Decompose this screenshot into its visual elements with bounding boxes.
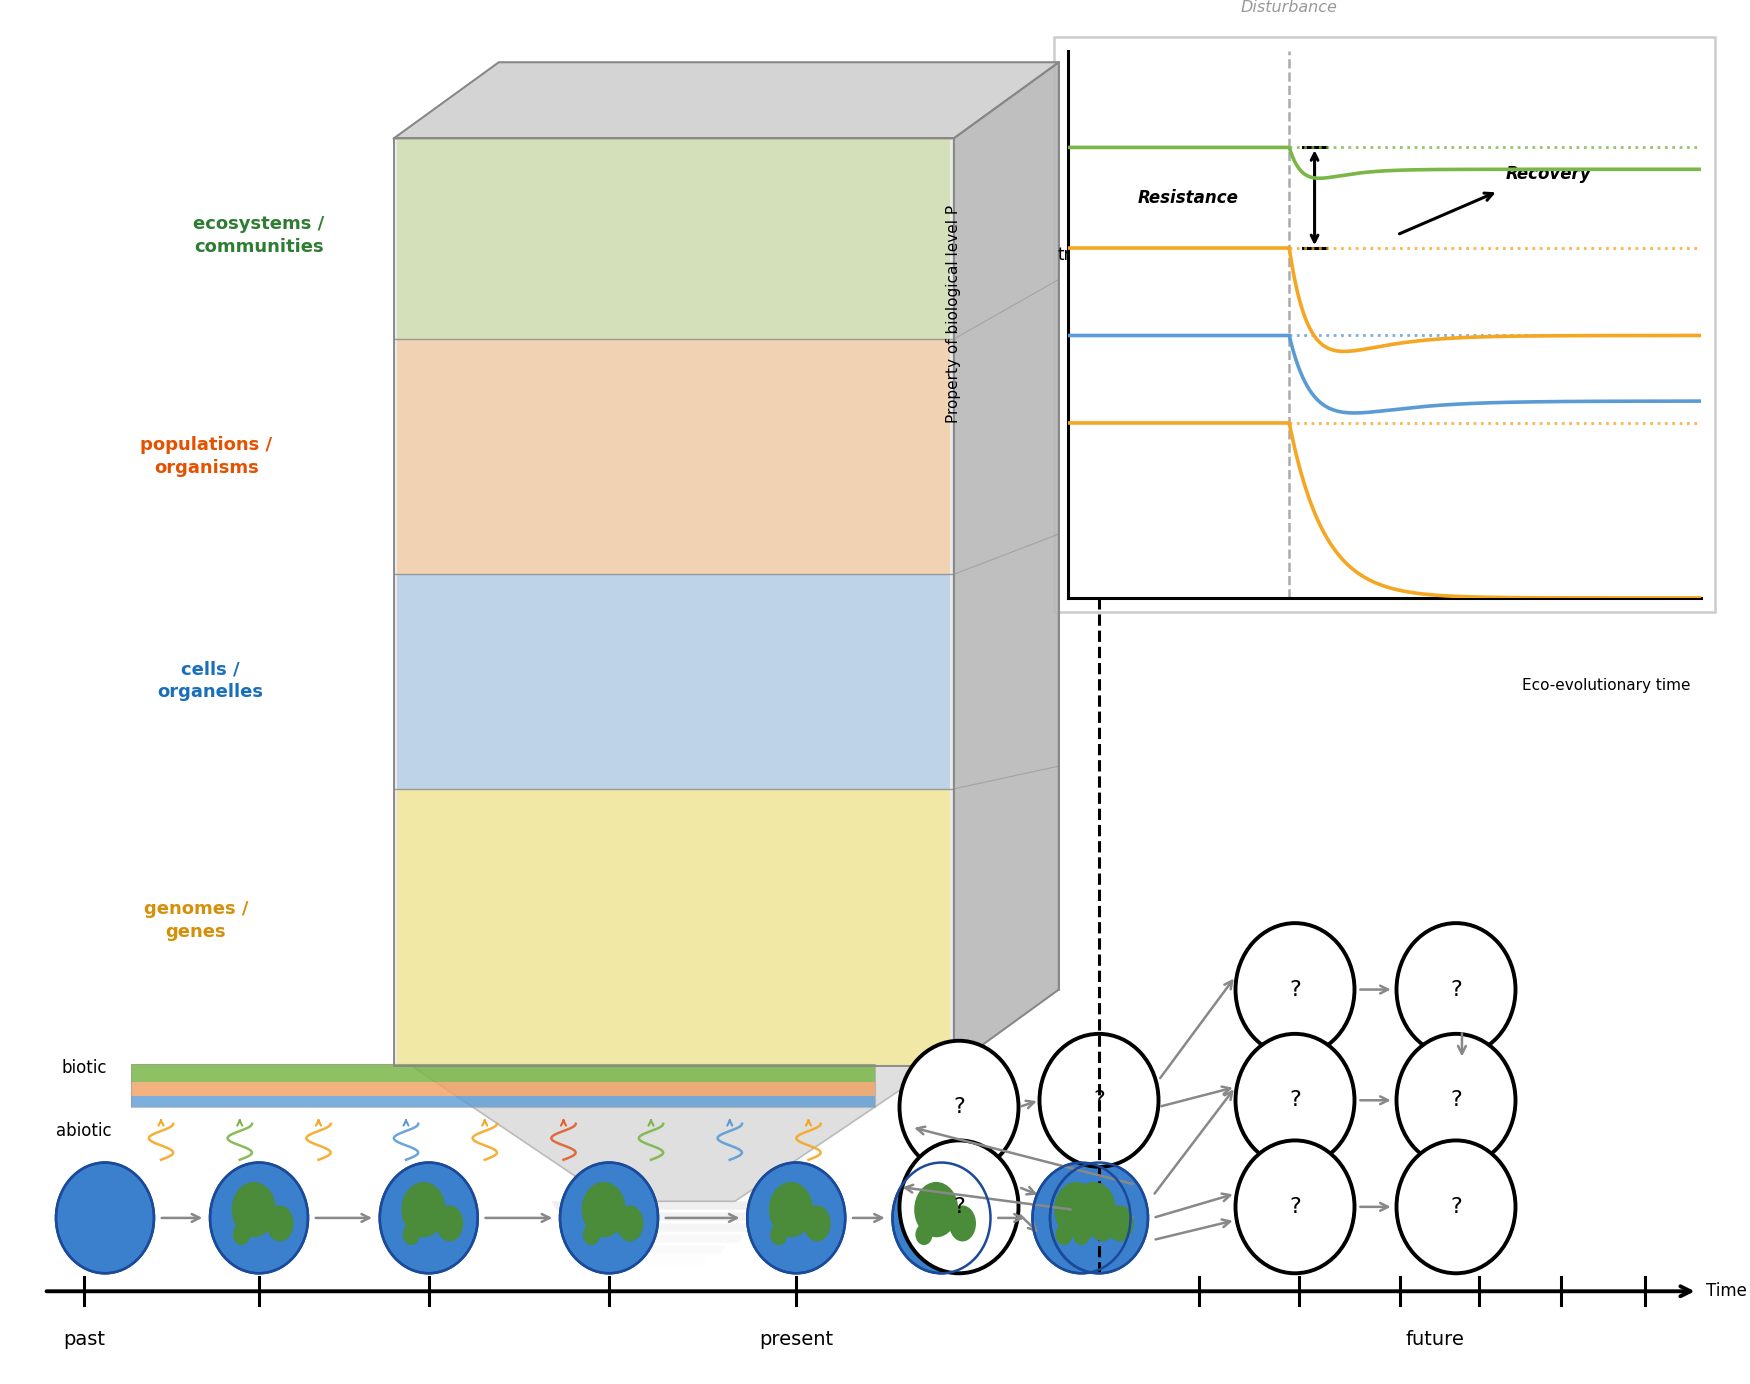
Ellipse shape (768, 1182, 814, 1237)
Text: future: future (1405, 1330, 1465, 1349)
Text: ecosystems /
communities: ecosystems / communities (194, 215, 326, 256)
Text: ?: ? (1094, 1091, 1104, 1110)
Text: Eco-evolutionary time: Eco-evolutionary time (1522, 678, 1690, 693)
Text: populations /
organisms: populations / organisms (140, 436, 273, 477)
Ellipse shape (1396, 1034, 1516, 1167)
Polygon shape (551, 1201, 796, 1210)
Text: Property of biological level P: Property of biological level P (947, 205, 961, 422)
Polygon shape (569, 1212, 779, 1221)
Text: ?: ? (1451, 980, 1461, 999)
Text: ?: ? (1290, 1091, 1300, 1110)
Text: Recovery: Recovery (1507, 165, 1592, 183)
Text: ?: ? (1451, 1197, 1461, 1217)
Ellipse shape (1032, 1163, 1130, 1273)
Text: translation
horizon: translation horizon (1057, 246, 1148, 285)
Polygon shape (397, 138, 950, 339)
Ellipse shape (581, 1182, 626, 1237)
Polygon shape (586, 1223, 761, 1232)
Ellipse shape (1073, 1223, 1090, 1246)
Polygon shape (954, 62, 1059, 1066)
Text: ?: ? (1290, 1197, 1300, 1217)
Ellipse shape (1236, 1140, 1354, 1273)
Ellipse shape (436, 1205, 464, 1241)
FancyBboxPatch shape (131, 1096, 875, 1107)
Ellipse shape (1236, 923, 1354, 1056)
Ellipse shape (1071, 1182, 1116, 1237)
Ellipse shape (210, 1163, 308, 1273)
Ellipse shape (900, 1041, 1018, 1174)
Ellipse shape (56, 1163, 154, 1273)
Ellipse shape (892, 1163, 990, 1273)
Ellipse shape (770, 1223, 788, 1246)
FancyBboxPatch shape (131, 1064, 875, 1082)
Ellipse shape (231, 1182, 276, 1237)
Text: Disturbance: Disturbance (1241, 0, 1337, 15)
Polygon shape (397, 574, 950, 789)
Ellipse shape (1088, 1205, 1116, 1241)
Text: cells /
organelles: cells / organelles (158, 660, 262, 702)
Text: Resistance: Resistance (1138, 188, 1239, 206)
Ellipse shape (233, 1223, 250, 1246)
Text: biotic: biotic (61, 1059, 107, 1078)
Text: past: past (63, 1330, 105, 1349)
Ellipse shape (1055, 1223, 1073, 1246)
Ellipse shape (1040, 1034, 1158, 1167)
Polygon shape (621, 1246, 726, 1254)
Ellipse shape (915, 1223, 933, 1246)
FancyBboxPatch shape (131, 1082, 875, 1096)
Ellipse shape (402, 1223, 420, 1246)
Ellipse shape (803, 1205, 831, 1241)
Ellipse shape (380, 1163, 478, 1273)
Ellipse shape (583, 1223, 600, 1246)
Text: present: present (760, 1330, 833, 1349)
Text: ?: ? (954, 1197, 964, 1217)
Text: genomes /
genes: genomes / genes (144, 900, 248, 941)
Polygon shape (394, 62, 1059, 138)
Polygon shape (604, 1235, 744, 1243)
Text: ?: ? (954, 1098, 964, 1117)
Ellipse shape (616, 1205, 644, 1241)
Ellipse shape (1054, 1182, 1099, 1237)
Text: Time: Time (1706, 1282, 1746, 1301)
Text: ?: ? (1451, 1091, 1461, 1110)
Polygon shape (397, 339, 950, 574)
Text: ?: ? (1290, 980, 1300, 999)
Polygon shape (411, 1066, 936, 1201)
Ellipse shape (1396, 1140, 1516, 1273)
Text: abiotic: abiotic (56, 1121, 112, 1140)
Polygon shape (394, 138, 954, 1066)
Ellipse shape (1050, 1163, 1148, 1273)
Ellipse shape (900, 1140, 1018, 1273)
Ellipse shape (747, 1163, 845, 1273)
Ellipse shape (1396, 923, 1516, 1056)
Ellipse shape (1236, 1034, 1354, 1167)
Ellipse shape (949, 1205, 977, 1241)
Ellipse shape (1106, 1205, 1134, 1241)
Ellipse shape (560, 1163, 658, 1273)
Ellipse shape (266, 1205, 294, 1241)
Polygon shape (397, 789, 950, 1066)
Ellipse shape (401, 1182, 446, 1237)
Ellipse shape (914, 1182, 959, 1237)
